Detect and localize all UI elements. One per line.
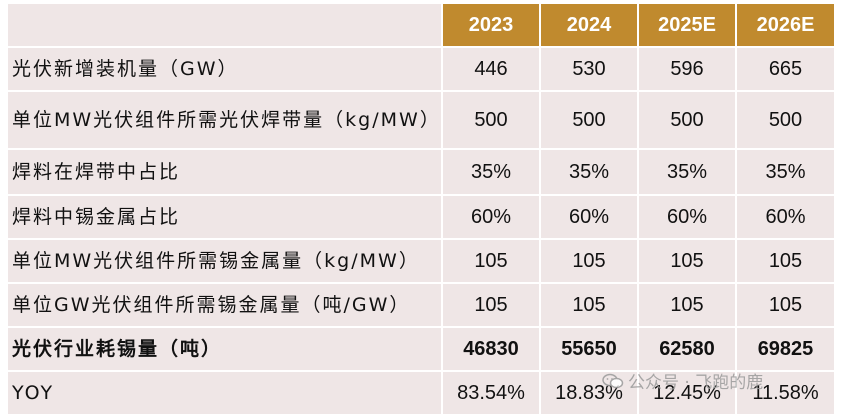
tin-consumption-table: 2023 2024 2025E 2026E 光伏新增装机量（GW） 446 53… bbox=[8, 4, 834, 414]
table-cell: 69825 bbox=[735, 326, 834, 370]
table-cell: 105 bbox=[637, 238, 735, 282]
table-cell: 105 bbox=[735, 282, 834, 326]
watermark-text: 公众号 · 飞跑的鹿 bbox=[628, 373, 764, 393]
table-row: 光伏新增装机量（GW） 446 530 596 665 bbox=[8, 46, 834, 90]
table-cell: 500 bbox=[637, 90, 735, 148]
row-label: 单位MW光伏组件所需光伏焊带量（kg/MW） bbox=[8, 90, 441, 148]
table-cell: 62580 bbox=[637, 326, 735, 370]
table-cell: 446 bbox=[441, 46, 539, 90]
row-label: 光伏新增装机量（GW） bbox=[8, 46, 441, 90]
table-cell: 60% bbox=[539, 194, 637, 238]
table-cell: 500 bbox=[539, 90, 637, 148]
table-row: 单位MW光伏组件所需锡金属量（kg/MW） 105 105 105 105 bbox=[8, 238, 834, 282]
table-cell: 596 bbox=[637, 46, 735, 90]
row-label: 光伏行业耗锡量（吨） bbox=[8, 326, 441, 370]
header-2025e: 2025E bbox=[637, 4, 735, 46]
header-2026e: 2026E bbox=[735, 4, 834, 46]
table-cell: 12.45% bbox=[637, 370, 735, 414]
table-cell: 500 bbox=[735, 90, 834, 148]
table-cell: 105 bbox=[539, 282, 637, 326]
header-corner bbox=[8, 4, 441, 46]
table-cell: 35% bbox=[539, 148, 637, 194]
watermark: 公众号 · 飞跑的鹿 bbox=[602, 368, 763, 393]
table-cell: 60% bbox=[735, 194, 834, 238]
table-row: YOY 83.54% 18.83% 12.45% 11.58% bbox=[8, 370, 834, 414]
table-cell: 18.83% bbox=[539, 370, 637, 414]
row-label: 焊料在焊带中占比 bbox=[8, 148, 441, 194]
table-cell: 105 bbox=[539, 238, 637, 282]
table-row: 焊料中锡金属占比 60% 60% 60% 60% bbox=[8, 194, 834, 238]
table-row: 单位MW光伏组件所需光伏焊带量（kg/MW） 500 500 500 500 bbox=[8, 90, 834, 148]
table-row-total: 光伏行业耗锡量（吨） 46830 55650 62580 69825 bbox=[8, 326, 834, 370]
table-cell: 46830 bbox=[441, 326, 539, 370]
table-cell: 60% bbox=[637, 194, 735, 238]
table-cell: 55650 bbox=[539, 326, 637, 370]
table-cell: 665 bbox=[735, 46, 834, 90]
table-cell: 60% bbox=[441, 194, 539, 238]
table-cell: 35% bbox=[637, 148, 735, 194]
table-cell: 83.54% bbox=[441, 370, 539, 414]
header-row: 2023 2024 2025E 2026E bbox=[8, 4, 834, 46]
row-label: 焊料中锡金属占比 bbox=[8, 194, 441, 238]
table-cell: 105 bbox=[441, 238, 539, 282]
header-2023: 2023 bbox=[441, 4, 539, 46]
table-cell: 105 bbox=[637, 282, 735, 326]
row-label: 单位MW光伏组件所需锡金属量（kg/MW） bbox=[8, 238, 441, 282]
table-cell: 35% bbox=[735, 148, 834, 194]
table-cell: 35% bbox=[441, 148, 539, 194]
table-row: 单位GW光伏组件所需锡金属量（吨/GW） 105 105 105 105 bbox=[8, 282, 834, 326]
table-cell: 11.58% bbox=[735, 370, 834, 414]
wechat-icon bbox=[602, 373, 624, 389]
row-label: YOY bbox=[8, 370, 441, 414]
header-2024: 2024 bbox=[539, 4, 637, 46]
table-cell: 105 bbox=[441, 282, 539, 326]
row-label: 单位GW光伏组件所需锡金属量（吨/GW） bbox=[8, 282, 441, 326]
table-cell: 500 bbox=[441, 90, 539, 148]
table-cell: 105 bbox=[735, 238, 834, 282]
table-cell: 530 bbox=[539, 46, 637, 90]
table-row: 焊料在焊带中占比 35% 35% 35% 35% bbox=[8, 148, 834, 194]
